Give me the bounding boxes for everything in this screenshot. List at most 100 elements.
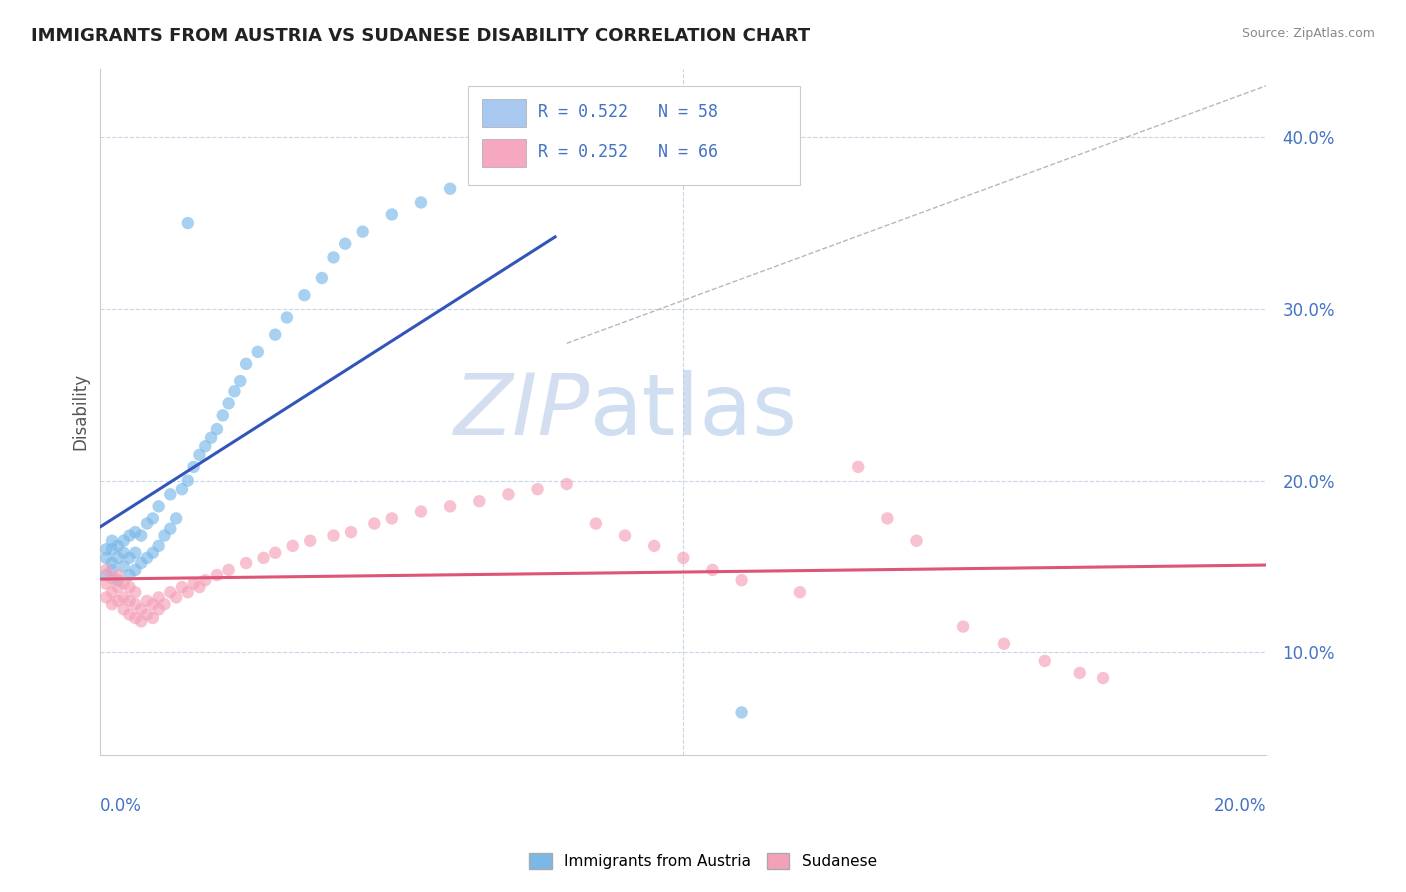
Point <box>363 516 385 531</box>
Point <box>194 573 217 587</box>
Point <box>672 550 695 565</box>
Point <box>224 384 246 399</box>
Point <box>129 602 152 616</box>
Point <box>177 474 200 488</box>
Point <box>252 550 274 565</box>
Point <box>876 511 898 525</box>
Point <box>148 602 170 616</box>
Point <box>409 504 432 518</box>
Point <box>194 439 217 453</box>
Point <box>112 533 135 548</box>
Point <box>101 533 124 548</box>
Point <box>148 500 170 514</box>
Point <box>1092 671 1115 685</box>
Point <box>107 550 129 565</box>
Point <box>498 168 520 182</box>
Point <box>1033 654 1056 668</box>
Point <box>439 500 461 514</box>
Point <box>170 580 193 594</box>
Point <box>148 591 170 605</box>
Point <box>177 216 200 230</box>
Point <box>112 602 135 616</box>
Point <box>335 236 357 251</box>
Point <box>246 344 269 359</box>
Point <box>165 591 187 605</box>
Point <box>381 207 404 221</box>
Point <box>112 576 135 591</box>
Point <box>526 482 548 496</box>
Point <box>188 580 211 594</box>
Point <box>200 431 222 445</box>
Point <box>159 487 181 501</box>
Point <box>118 580 141 594</box>
Point <box>107 580 129 594</box>
Point <box>107 573 129 587</box>
Point <box>118 550 141 565</box>
Text: atlas: atlas <box>591 370 799 453</box>
Text: ZIP: ZIP <box>454 370 591 453</box>
Point <box>124 597 146 611</box>
Point <box>101 563 124 577</box>
Point <box>170 482 193 496</box>
Point <box>993 637 1015 651</box>
Point <box>107 539 129 553</box>
Point <box>153 597 176 611</box>
Point <box>311 271 333 285</box>
Point <box>129 556 152 570</box>
Point <box>153 528 176 542</box>
Point <box>322 251 344 265</box>
Point <box>205 422 228 436</box>
Point <box>218 396 240 410</box>
Point <box>159 522 181 536</box>
Point <box>352 225 374 239</box>
Point <box>789 585 811 599</box>
Point <box>96 568 118 582</box>
Text: R = 0.522   N = 58: R = 0.522 N = 58 <box>537 103 717 120</box>
Point <box>585 516 607 531</box>
Point <box>322 528 344 542</box>
Point <box>124 611 146 625</box>
Point <box>112 546 135 560</box>
Point <box>177 585 200 599</box>
Point <box>142 597 165 611</box>
Point <box>292 288 315 302</box>
Point <box>702 563 724 577</box>
Point <box>101 585 124 599</box>
Point <box>439 182 461 196</box>
Point <box>101 597 124 611</box>
Point <box>124 525 146 540</box>
Point <box>118 568 141 582</box>
FancyBboxPatch shape <box>482 139 526 167</box>
FancyBboxPatch shape <box>482 99 526 127</box>
Point <box>96 542 118 557</box>
Text: R = 0.252   N = 66: R = 0.252 N = 66 <box>537 143 717 161</box>
Point <box>101 542 124 557</box>
Point <box>299 533 322 548</box>
Point <box>730 573 752 587</box>
Point <box>281 539 304 553</box>
Legend: Immigrants from Austria, Sudanese: Immigrants from Austria, Sudanese <box>523 847 883 875</box>
Point <box>124 563 146 577</box>
Point <box>107 568 129 582</box>
Point <box>118 528 141 542</box>
Point <box>205 568 228 582</box>
Point <box>129 528 152 542</box>
Point <box>905 533 928 548</box>
Point <box>112 559 135 574</box>
Point <box>118 607 141 622</box>
Point <box>264 546 287 560</box>
Point <box>112 591 135 605</box>
Point <box>96 563 118 577</box>
Point <box>643 539 665 553</box>
Point <box>555 156 578 170</box>
Point <box>468 494 491 508</box>
Point <box>165 511 187 525</box>
Point <box>211 409 233 423</box>
Point <box>381 511 404 525</box>
Point <box>1069 665 1091 680</box>
Point <box>142 511 165 525</box>
Point <box>235 556 257 570</box>
Text: 0.0%: 0.0% <box>100 797 142 814</box>
FancyBboxPatch shape <box>468 86 800 186</box>
Point <box>136 550 159 565</box>
